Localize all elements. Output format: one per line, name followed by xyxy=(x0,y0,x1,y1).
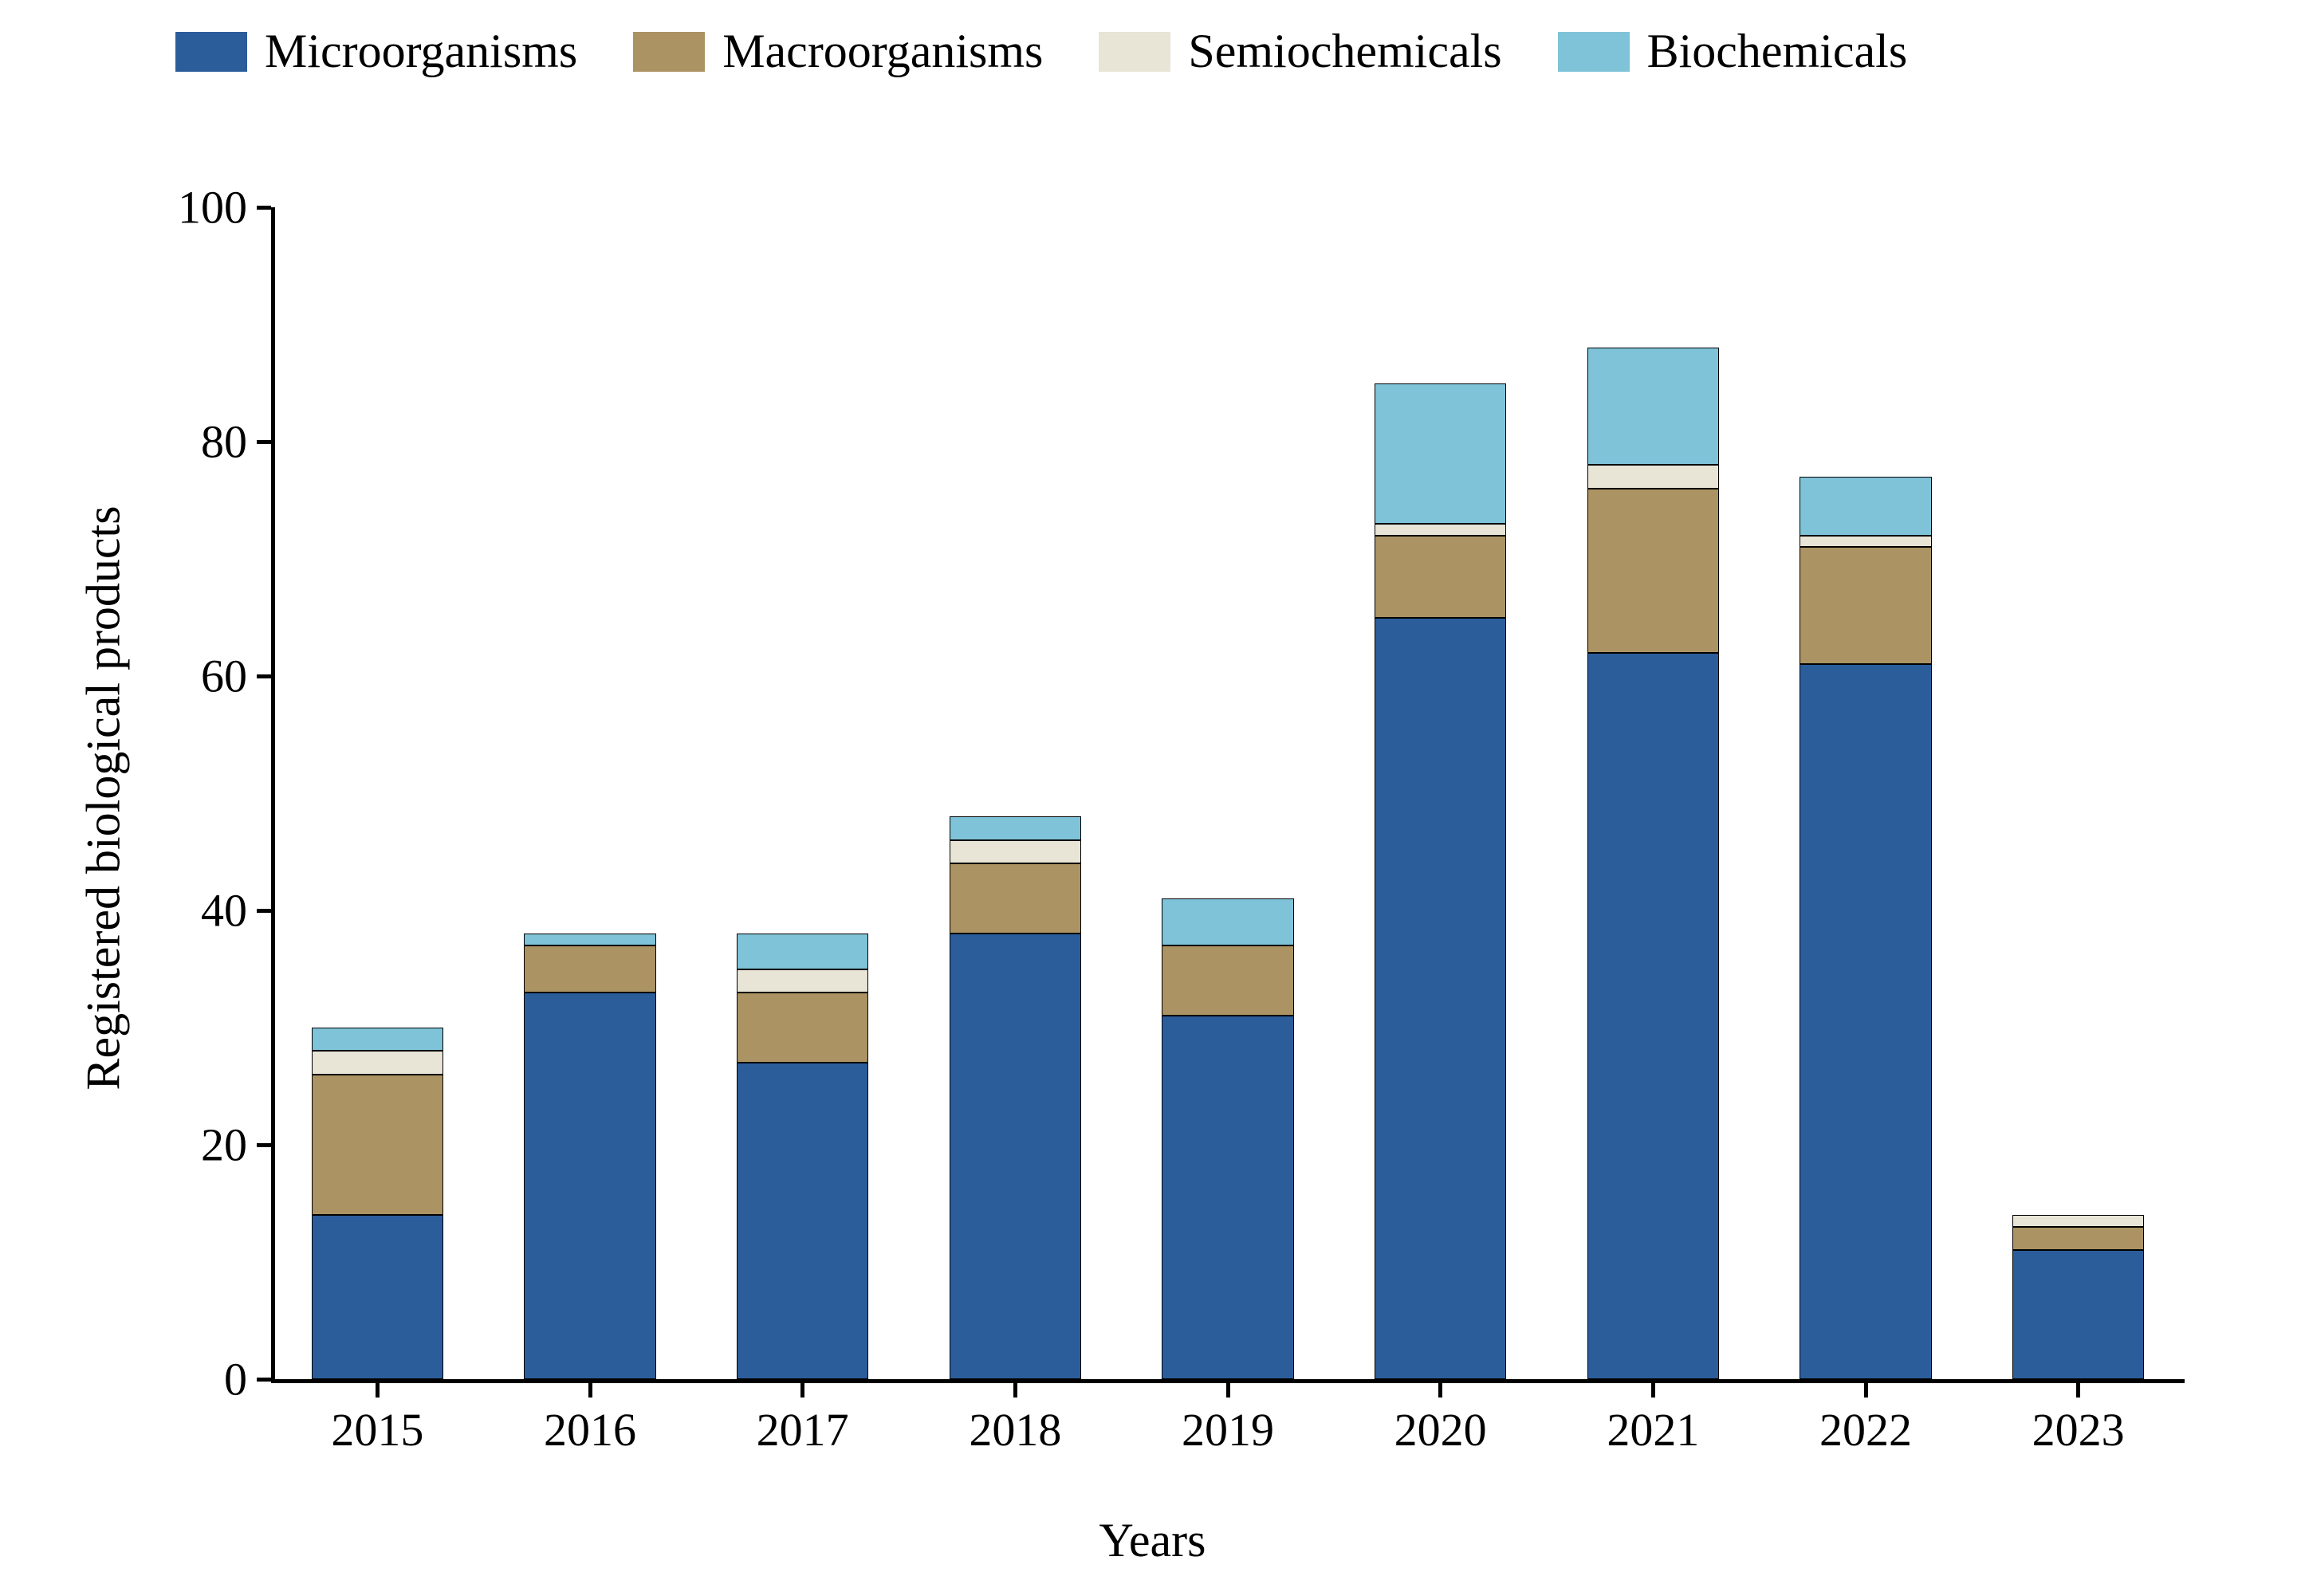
x-tick-label: 2015 xyxy=(331,1379,423,1456)
bar-seg-semio xyxy=(2012,1215,2144,1227)
plot-area: 0204060801002015201620172018201920202021… xyxy=(271,207,2185,1379)
bar-seg-bioch xyxy=(950,816,1081,839)
legend: Microorganisms Macroorganisms Semiochemica… xyxy=(175,24,2257,79)
legend-item-semio: Semiochemicals xyxy=(1099,24,1501,79)
x-tick-label: 2021 xyxy=(1607,1379,1699,1456)
legend-swatch-semio xyxy=(1099,32,1170,72)
x-tick-label: 2018 xyxy=(969,1379,1061,1456)
x-tick-label: 2023 xyxy=(2032,1379,2125,1456)
bar-seg-bioch xyxy=(1800,477,1931,536)
x-axis-label: Years xyxy=(1099,1513,1206,1568)
bar-seg-micro xyxy=(1162,1016,1293,1379)
bar-seg-micro xyxy=(737,1063,868,1379)
y-tick-label: 100 xyxy=(178,181,271,234)
bar-seg-bioch xyxy=(524,934,655,945)
bar-seg-macro xyxy=(1587,489,1719,653)
bar-seg-macro xyxy=(1800,547,1931,664)
bar-seg-macro xyxy=(1162,945,1293,1016)
legend-label-micro: Microorganisms xyxy=(265,24,577,79)
x-tick-label: 2020 xyxy=(1394,1379,1487,1456)
chart-container: Microorganisms Macroorganisms Semiochemica… xyxy=(0,0,2305,1596)
bar-seg-macro xyxy=(950,863,1081,934)
legend-label-semio: Semiochemicals xyxy=(1188,24,1501,79)
bar-seg-bioch xyxy=(737,934,868,969)
x-tick-label: 2022 xyxy=(1819,1379,1912,1456)
y-axis-label: Registered biological products xyxy=(77,505,132,1090)
legend-item-micro: Microorganisms xyxy=(175,24,577,79)
bar-seg-macro xyxy=(737,993,868,1063)
bar-seg-semio xyxy=(1375,524,1506,536)
bar-seg-micro xyxy=(1587,653,1719,1379)
bar-seg-bioch xyxy=(312,1028,443,1051)
y-tick-label: 40 xyxy=(201,884,271,938)
bar-seg-macro xyxy=(1375,536,1506,618)
bar-seg-micro xyxy=(1800,664,1931,1379)
bar-seg-macro xyxy=(2012,1227,2144,1250)
bars-layer xyxy=(271,207,2185,1379)
bar-seg-macro xyxy=(312,1075,443,1215)
bar-seg-micro xyxy=(950,934,1081,1379)
bar-seg-micro xyxy=(524,993,655,1379)
legend-label-macro: Macroorganisms xyxy=(722,24,1043,79)
x-tick-label: 2019 xyxy=(1182,1379,1274,1456)
legend-swatch-bioch xyxy=(1558,32,1630,72)
bar-seg-semio xyxy=(1800,536,1931,548)
bar-seg-bioch xyxy=(1162,898,1293,945)
bar-seg-semio xyxy=(1587,465,1719,488)
y-tick-label: 60 xyxy=(201,650,271,703)
bar-seg-semio xyxy=(737,969,868,993)
x-tick-label: 2017 xyxy=(757,1379,849,1456)
legend-label-bioch: Biochemicals xyxy=(1647,24,1908,79)
y-tick-label: 20 xyxy=(201,1118,271,1172)
bar-seg-bioch xyxy=(1587,348,1719,465)
y-tick-label: 0 xyxy=(224,1353,271,1406)
legend-swatch-macro xyxy=(633,32,705,72)
legend-swatch-micro xyxy=(175,32,247,72)
legend-item-macro: Macroorganisms xyxy=(633,24,1043,79)
bar-seg-macro xyxy=(524,945,655,993)
bar-seg-micro xyxy=(2012,1250,2144,1379)
legend-item-bioch: Biochemicals xyxy=(1558,24,1908,79)
x-tick-label: 2016 xyxy=(544,1379,636,1456)
bar-seg-semio xyxy=(312,1051,443,1074)
bar-seg-micro xyxy=(1375,618,1506,1380)
bar-seg-semio xyxy=(950,840,1081,863)
y-tick-label: 80 xyxy=(201,415,271,469)
bar-seg-bioch xyxy=(1375,383,1506,524)
bar-seg-micro xyxy=(312,1215,443,1379)
